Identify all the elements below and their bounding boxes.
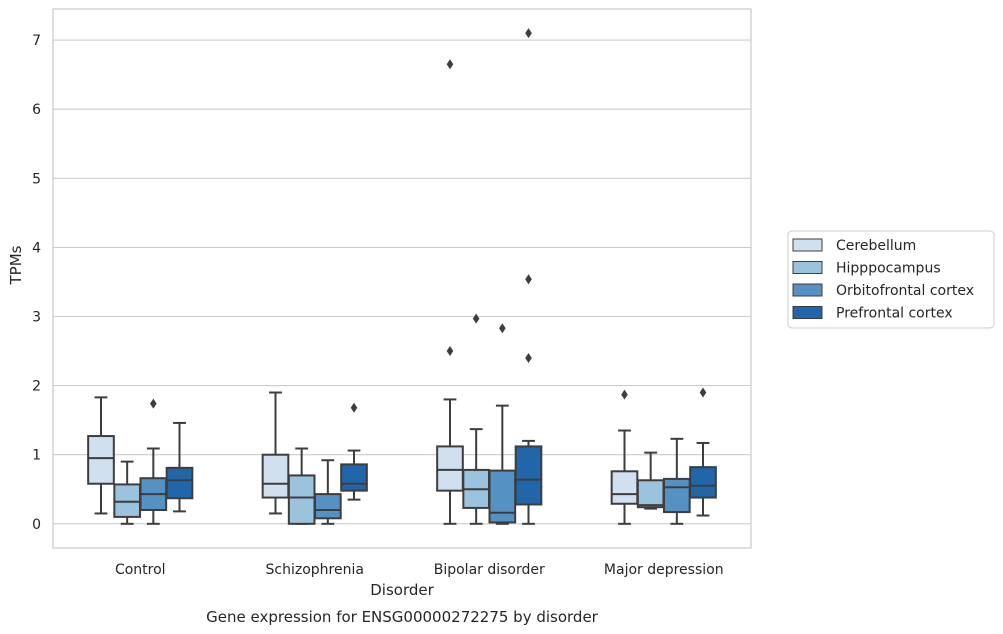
box-iqr [610, 470, 639, 505]
box [610, 389, 639, 525]
legend-entry-label: Hipppocampus [836, 261, 941, 277]
outlier-point [499, 323, 506, 334]
outlier-point [525, 274, 532, 285]
box-iqr [689, 466, 717, 499]
y-tick-label: 7 [32, 33, 41, 49]
box-iqr [87, 435, 115, 485]
legend-entry-label: Prefrontal cortex [836, 306, 953, 322]
box [287, 447, 316, 525]
figure-caption: Gene expression for ENSG00000272275 by d… [206, 608, 599, 626]
legend: Cerebellum Hipppocampus Orbitofrontal cort… [787, 230, 995, 329]
box [689, 387, 717, 517]
box-iqr [287, 474, 316, 525]
box [113, 460, 141, 525]
legend-swatch [792, 306, 823, 319]
box-iqr [514, 445, 543, 506]
outlier-point [446, 346, 454, 357]
outlier-point [350, 402, 358, 413]
y-tick-labels: 0 1 2 3 4 5 6 7 [32, 33, 41, 533]
box [340, 402, 368, 501]
outlier-point [446, 59, 454, 70]
box [314, 459, 342, 525]
box [165, 421, 194, 513]
x-tick-label: Schizophrenia [266, 562, 364, 578]
y-gridlines [53, 39, 751, 525]
legend-swatch [792, 238, 823, 252]
box [436, 59, 464, 525]
y-axis-label: TPMs [7, 245, 25, 285]
box-series [87, 28, 717, 525]
box-iqr [488, 469, 517, 524]
box-iqr [165, 466, 194, 500]
box-iqr [340, 463, 368, 492]
outlier-point [699, 387, 707, 398]
y-tick-label: 5 [32, 171, 41, 187]
legend-entry-label: Orbitofrontal cortex [836, 283, 974, 299]
x-tick-label: Bipolar disorder [434, 562, 545, 578]
box [488, 323, 517, 525]
y-tick-label: 6 [32, 102, 41, 118]
box [87, 396, 115, 515]
y-tick-label: 1 [32, 448, 41, 464]
box-iqr [636, 479, 665, 509]
y-tick-label: 4 [32, 240, 41, 256]
x-tick-label: Control [115, 562, 166, 578]
box-iqr [663, 477, 691, 514]
box [139, 398, 168, 525]
outlier-point [621, 389, 628, 400]
outlier-point [150, 398, 157, 409]
box-iqr [113, 483, 141, 518]
outlier-point [525, 28, 532, 39]
legend-swatch [792, 283, 823, 297]
x-tick-label: Major depression [604, 562, 724, 578]
box [663, 437, 691, 525]
legend-entry-label: Cerebellum [836, 238, 916, 254]
y-tick-label: 2 [32, 379, 41, 395]
y-tick-label: 0 [32, 517, 41, 533]
legend-swatch [792, 261, 823, 274]
box-iqr [314, 493, 342, 520]
box-iqr [436, 445, 464, 492]
box [261, 391, 290, 515]
y-tick-label: 3 [32, 310, 41, 326]
outlier-point [472, 313, 480, 324]
box-iqr [261, 453, 290, 499]
box [462, 313, 490, 525]
outlier-point [525, 352, 532, 363]
box [636, 451, 665, 510]
x-axis-label: Disorder [370, 581, 434, 599]
box [514, 28, 543, 525]
x-tick-labels: Control Schizophrenia Bipolar disorder Majo… [115, 562, 724, 578]
plot-frame [52, 8, 752, 549]
legend-frame [787, 230, 995, 329]
